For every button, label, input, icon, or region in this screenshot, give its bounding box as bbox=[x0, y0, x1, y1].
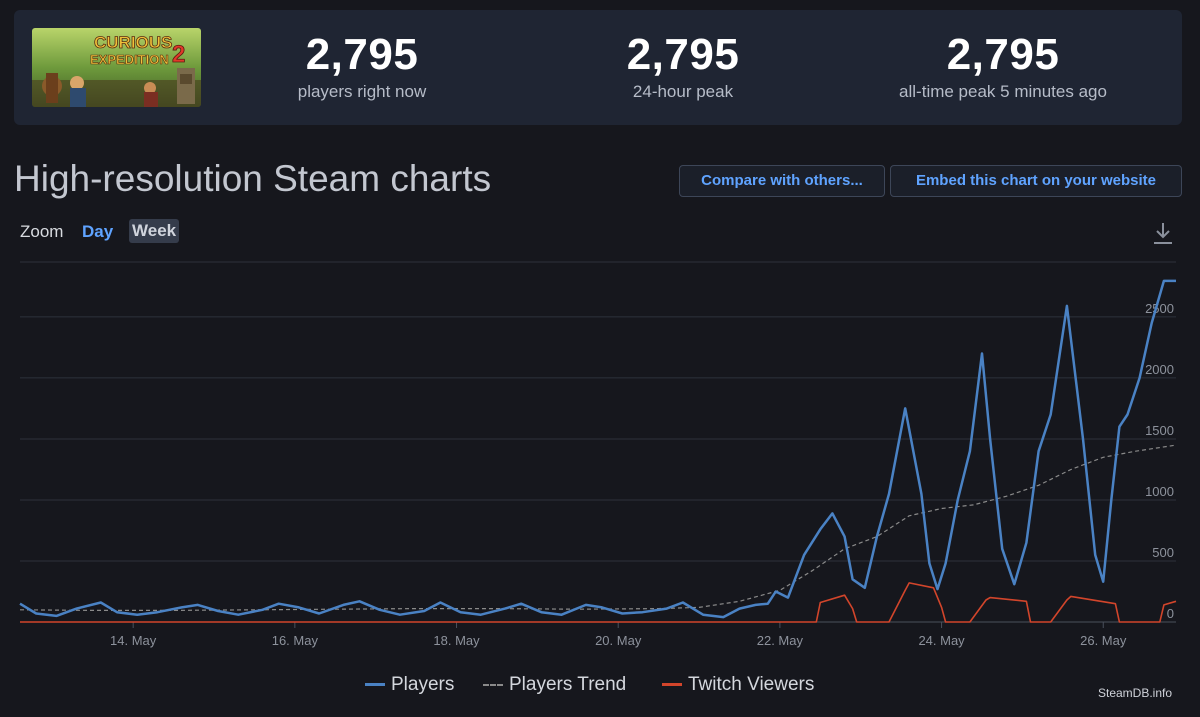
y-tick-label: 1500 bbox=[1145, 423, 1174, 438]
legend-players-label: Players bbox=[391, 674, 455, 695]
y-tick-label: 2500 bbox=[1145, 301, 1174, 316]
stat-value: 2,795 bbox=[305, 30, 419, 79]
stat-label: all-time peak 5 minutes ago bbox=[899, 82, 1107, 101]
x-tick-label: 20. May bbox=[595, 633, 642, 648]
legend-trend-swatch bbox=[483, 683, 503, 686]
y-tick-label: 1000 bbox=[1145, 484, 1174, 499]
logo-text-line1: CURIOUS bbox=[94, 33, 172, 52]
twitch-viewers-line bbox=[20, 582, 1177, 623]
y-tick-label: 0 bbox=[1167, 606, 1174, 621]
legend-twitch-swatch bbox=[662, 683, 682, 687]
y-axis-labels: 0 500 1000 1500 2000 2500 bbox=[1145, 301, 1174, 621]
stats-bar: CURIOUS EXPEDITION 2 2,795 players right… bbox=[14, 10, 1182, 125]
logo-number: 2 bbox=[172, 41, 185, 68]
download-icon[interactable] bbox=[1150, 220, 1176, 246]
x-tick-label: 26. May bbox=[1080, 633, 1127, 648]
stat-24h-peak: 2,795 24-hour peak bbox=[533, 28, 833, 102]
x-axis-labels: 14. May 16. May 18. May 20. May 22. May 24. M… bbox=[110, 633, 1127, 648]
y-tick-label: 500 bbox=[1152, 545, 1174, 560]
x-tick-label: 24. May bbox=[918, 633, 965, 648]
x-tick-label: 16. May bbox=[272, 633, 319, 648]
y-tick-label: 2000 bbox=[1145, 362, 1174, 377]
players-trend-line bbox=[19, 444, 1177, 612]
zoom-label: Zoom bbox=[20, 222, 64, 241]
embed-chart-button[interactable]: Embed this chart on your website bbox=[890, 165, 1182, 197]
compare-button[interactable]: Compare with others... bbox=[679, 165, 885, 197]
stat-label: 24-hour peak bbox=[632, 82, 734, 101]
steamdb-credit[interactable]: SteamDB.info bbox=[1098, 686, 1173, 700]
stat-label: players right now bbox=[297, 82, 427, 101]
legend-players-swatch bbox=[365, 683, 385, 687]
stat-value: 2,795 bbox=[626, 30, 740, 79]
stat-all-time-peak: 2,795 all-time peak 5 minutes ago bbox=[853, 28, 1153, 102]
chart-series bbox=[19, 279, 1177, 623]
x-tick-label: 14. May bbox=[110, 633, 157, 648]
legend-players-trend[interactable]: Players Trend bbox=[483, 674, 626, 696]
chart-grid bbox=[20, 261, 1176, 628]
x-tick-label: 22. May bbox=[757, 633, 804, 648]
legend-twitch-label: Twitch Viewers bbox=[688, 674, 815, 695]
stat-value: 2,795 bbox=[946, 30, 1060, 79]
legend-trend-label: Players Trend bbox=[509, 674, 627, 695]
stat-players-now: 2,795 players right now bbox=[212, 28, 512, 102]
x-tick-label: 18. May bbox=[433, 633, 480, 648]
game-logo-image[interactable]: CURIOUS EXPEDITION 2 bbox=[32, 28, 201, 107]
players-line bbox=[19, 279, 1176, 619]
zoom-day-button[interactable]: Day bbox=[82, 222, 114, 241]
legend-players[interactable]: Players bbox=[365, 674, 454, 696]
zoom-week-button[interactable]: Week bbox=[129, 219, 180, 243]
logo-text-line2: EXPEDITION bbox=[90, 52, 169, 67]
legend-twitch-viewers[interactable]: Twitch Viewers bbox=[662, 674, 814, 696]
page-title: High-resolution Steam charts bbox=[14, 158, 492, 199]
